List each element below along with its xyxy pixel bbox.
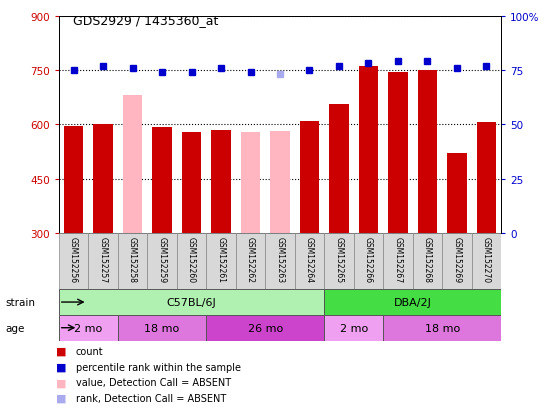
Bar [324, 290, 501, 315]
Bar [359, 67, 378, 234]
Bar [383, 315, 501, 341]
Bar [147, 234, 177, 290]
Text: rank, Detection Call = ABSENT: rank, Detection Call = ABSENT [76, 393, 226, 403]
Text: ■: ■ [56, 362, 67, 372]
Text: GSM152266: GSM152266 [364, 237, 373, 282]
Text: 26 mo: 26 mo [248, 323, 283, 333]
Bar [64, 127, 83, 234]
Bar [59, 315, 118, 341]
Bar [300, 121, 319, 234]
Text: ■: ■ [56, 393, 67, 403]
Bar [118, 234, 147, 290]
Text: GSM152260: GSM152260 [187, 237, 196, 282]
Text: GSM152264: GSM152264 [305, 237, 314, 282]
Bar [88, 234, 118, 290]
Text: GSM152261: GSM152261 [217, 237, 226, 282]
Bar [270, 131, 290, 234]
Bar [152, 128, 171, 234]
Bar [241, 133, 260, 234]
Bar [324, 234, 354, 290]
Text: GSM152270: GSM152270 [482, 237, 491, 282]
Bar [94, 125, 113, 234]
Bar [236, 234, 265, 290]
Text: 18 mo: 18 mo [424, 323, 460, 333]
Text: GSM152257: GSM152257 [99, 237, 108, 282]
Bar [354, 234, 383, 290]
Bar [59, 290, 324, 315]
Bar [206, 234, 236, 290]
Text: GSM152258: GSM152258 [128, 237, 137, 282]
Bar [472, 234, 501, 290]
Bar [383, 234, 413, 290]
Bar [59, 234, 88, 290]
Text: 2 mo: 2 mo [339, 323, 368, 333]
Bar [123, 96, 142, 234]
Bar [329, 105, 348, 234]
Bar [418, 71, 437, 234]
Bar [413, 234, 442, 290]
Bar [212, 131, 231, 234]
Text: GSM152265: GSM152265 [334, 237, 343, 282]
Bar [442, 234, 472, 290]
Text: GSM152263: GSM152263 [276, 237, 284, 282]
Bar [324, 315, 383, 341]
Text: 18 mo: 18 mo [144, 323, 180, 333]
Text: count: count [76, 346, 103, 356]
Text: GSM152256: GSM152256 [69, 237, 78, 282]
Bar [206, 315, 324, 341]
Text: GSM152262: GSM152262 [246, 237, 255, 282]
Bar [265, 234, 295, 290]
Text: percentile rank within the sample: percentile rank within the sample [76, 362, 241, 372]
Text: ■: ■ [56, 377, 67, 387]
Text: value, Detection Call = ABSENT: value, Detection Call = ABSENT [76, 377, 231, 387]
Text: GSM152268: GSM152268 [423, 237, 432, 282]
Text: GSM152259: GSM152259 [157, 237, 166, 282]
Bar [477, 122, 496, 234]
Bar [389, 73, 408, 234]
Text: DBA/2J: DBA/2J [394, 297, 432, 307]
Text: strain: strain [6, 297, 36, 307]
Text: 2 mo: 2 mo [74, 323, 102, 333]
Text: GSM152267: GSM152267 [394, 237, 403, 282]
Text: C57BL/6J: C57BL/6J [167, 297, 216, 307]
Bar [447, 154, 466, 234]
Bar [118, 315, 206, 341]
Bar [295, 234, 324, 290]
Text: GSM152269: GSM152269 [452, 237, 461, 282]
Text: GDS2929 / 1435360_at: GDS2929 / 1435360_at [73, 14, 218, 27]
Text: ■: ■ [56, 346, 67, 356]
Text: age: age [6, 323, 25, 333]
Bar [182, 133, 201, 234]
Bar [177, 234, 206, 290]
